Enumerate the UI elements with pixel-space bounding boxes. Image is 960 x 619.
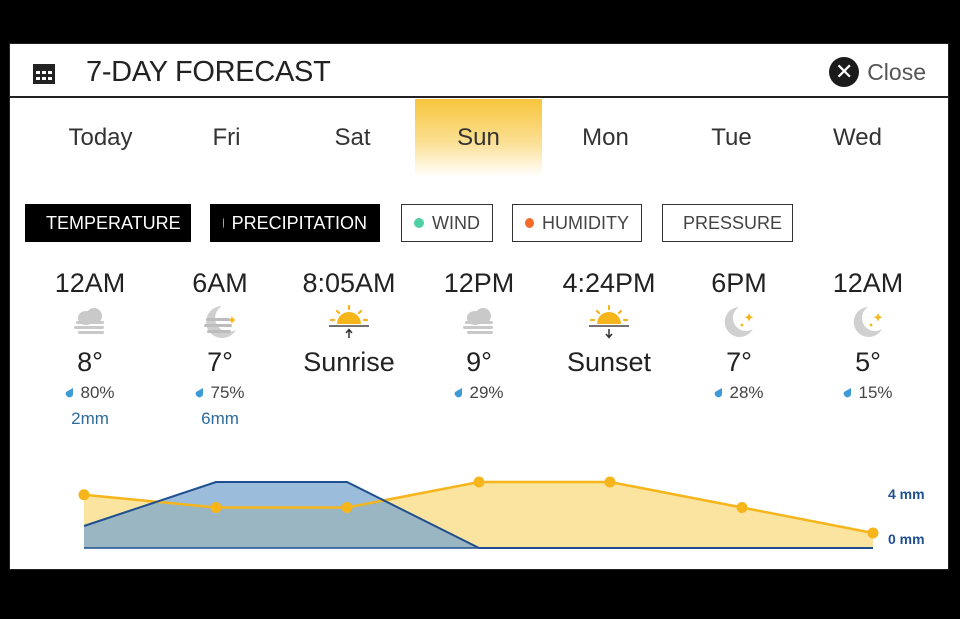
wind-dot-icon xyxy=(414,218,424,228)
day-tabs: Today Fri Sat Sun Mon Tue Wed xyxy=(10,99,948,177)
tab-mon[interactable]: Mon xyxy=(582,124,629,151)
slot-temperature: 8° xyxy=(77,347,103,377)
temperature-point xyxy=(210,502,222,513)
fog-cloud-icon xyxy=(463,308,493,334)
wind-toggle[interactable]: WIND xyxy=(401,204,493,242)
tab-fri[interactable]: Fri xyxy=(212,124,241,151)
precipitation-label: PRECIPITATION xyxy=(231,212,367,233)
moon-stars-icon xyxy=(853,307,883,337)
raindrop-icon xyxy=(715,387,723,397)
slot-temperature: 5° xyxy=(855,347,881,377)
slot-temperature: 7° xyxy=(207,347,233,377)
slot-precipitation: 6mm xyxy=(201,409,239,428)
raindrop-icon xyxy=(844,387,852,397)
header-bar: 7-DAY FORECAST ✕ Close xyxy=(10,44,948,98)
temperature-point xyxy=(867,527,879,539)
raindrop-icon xyxy=(196,387,204,397)
slot-time: 4:24PM xyxy=(562,268,656,298)
raindrop-icon xyxy=(455,387,463,397)
forecast-chart xyxy=(78,476,879,549)
forecast-panel: 7-DAY FORECAST ✕ Close Today Fri Sat Sun… xyxy=(9,43,949,570)
sunrise-icon xyxy=(329,304,369,338)
slot-time: 8:05AM xyxy=(302,268,396,298)
tab-wed[interactable]: Wed xyxy=(833,124,882,151)
precipitation-toggle[interactable]: PRECIPITATION xyxy=(210,204,380,242)
temperature-point xyxy=(78,489,90,501)
calendar-icon xyxy=(33,64,55,84)
tab-sun[interactable]: Sun xyxy=(415,99,542,177)
pressure-label: PRESSURE xyxy=(683,212,783,233)
page-title: 7-DAY FORECAST xyxy=(86,56,331,88)
forecast-slot: 6AM 7° 75% 6mm xyxy=(150,266,290,432)
y-axis-label-bottom: 0 mm xyxy=(888,531,925,547)
slot-humidity: 28% xyxy=(729,383,764,402)
night-fog-icon xyxy=(204,306,236,338)
sunset-icon xyxy=(589,304,629,339)
precipitation-area xyxy=(84,482,873,548)
close-label[interactable]: Close xyxy=(867,58,926,85)
forecast-slot: 6PM 7° 28% xyxy=(669,266,809,406)
slot-time: 12AM xyxy=(54,268,126,298)
moon-stars-icon xyxy=(724,307,754,337)
y-axis-label-top: 4 mm xyxy=(888,486,925,502)
slot-humidity: 75% xyxy=(210,383,245,402)
slot-event: Sunset xyxy=(566,347,652,377)
slot-temperature: 9° xyxy=(466,347,492,377)
humidity-label: HUMIDITY xyxy=(542,212,629,233)
humidity-toggle[interactable]: HUMIDITY xyxy=(512,204,642,242)
slot-humidity: 15% xyxy=(858,383,893,402)
slot-temperature: 7° xyxy=(726,347,752,377)
temperature-point xyxy=(473,476,485,488)
forecast-slot: 12PM 9° 29% xyxy=(409,266,549,406)
tab-sat[interactable]: Sat xyxy=(334,124,371,151)
temperature-label: TEMPERATURE xyxy=(46,212,181,233)
pressure-toggle[interactable]: PRESSURE xyxy=(662,204,793,242)
slot-time: 6PM xyxy=(711,268,767,298)
slot-humidity: 80% xyxy=(80,383,115,402)
slot-humidity: 29% xyxy=(469,383,504,402)
tab-tue[interactable]: Tue xyxy=(711,124,752,151)
precipitation-dot-icon xyxy=(223,218,224,228)
slot-time: 6AM xyxy=(192,268,248,298)
temperature-point xyxy=(341,502,353,513)
slot-time: 12AM xyxy=(832,268,904,298)
forecast-slot: 12AM 8° 80% 2mm xyxy=(20,266,160,432)
temperature-point xyxy=(604,476,616,488)
forecast-slot: 12AM 5° 15% xyxy=(798,266,938,406)
close-icon[interactable]: ✕ xyxy=(829,57,860,87)
tab-today[interactable]: Today xyxy=(68,124,133,151)
slot-time: 12PM xyxy=(443,268,515,298)
fog-cloud-icon xyxy=(74,308,104,334)
forecast-slot: 4:24PM Sunset xyxy=(539,266,679,380)
metric-toggles: TEMPERATURE PRECIPITATION WIND HUMIDITY … xyxy=(10,204,948,248)
temperature-point xyxy=(736,502,748,513)
wind-label: WIND xyxy=(432,212,480,233)
humidity-dot-icon xyxy=(525,218,534,228)
slot-event: Sunrise xyxy=(303,347,395,377)
slot-precipitation: 2mm xyxy=(71,409,109,428)
temperature-toggle[interactable]: TEMPERATURE xyxy=(25,204,191,242)
forecast-slot: 8:05AM Sunrise xyxy=(279,266,419,380)
raindrop-icon xyxy=(66,387,74,397)
close-button[interactable]: ✕ Close xyxy=(829,56,926,88)
